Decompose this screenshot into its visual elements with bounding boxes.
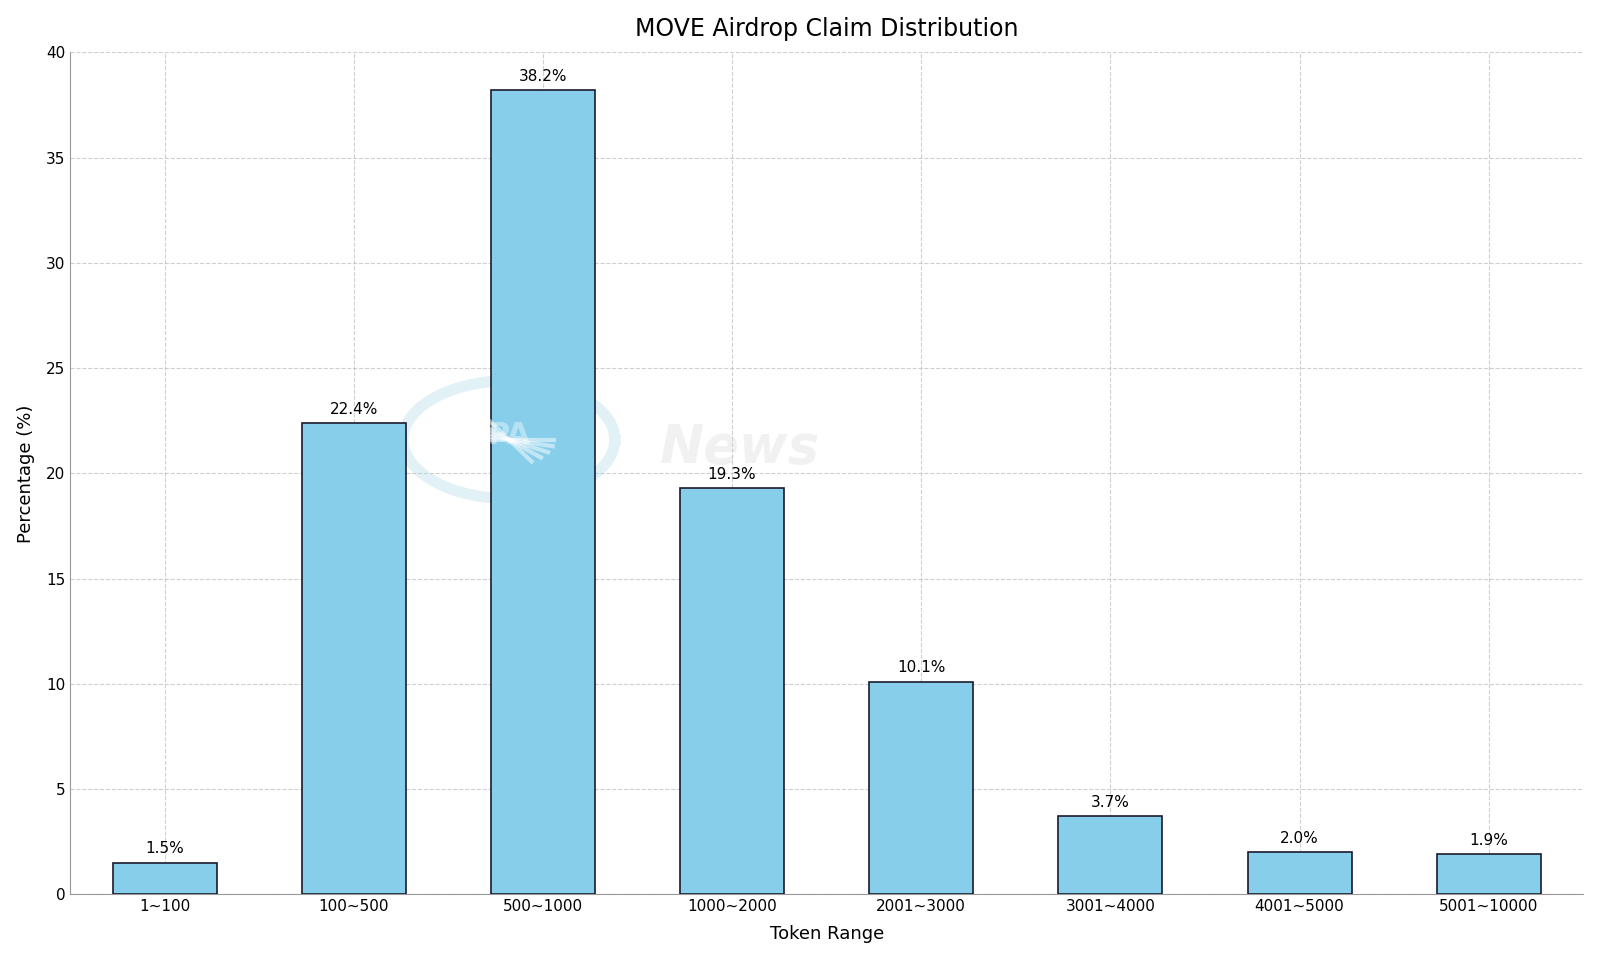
Bar [112,863,216,895]
Title: MOVE Airdrop Claim Distribution: MOVE Airdrop Claim Distribution [635,16,1019,40]
Bar [869,682,973,895]
X-axis label: Token Range: Token Range [770,925,883,944]
Text: 10.1%: 10.1% [898,660,946,676]
Bar [302,422,406,895]
Text: 38.2%: 38.2% [518,69,566,84]
Text: 22.4%: 22.4% [330,401,378,417]
Text: 19.3%: 19.3% [707,467,757,482]
Text: PA: PA [488,420,531,450]
Text: News: News [661,422,821,474]
Text: 1.9%: 1.9% [1469,833,1509,848]
Bar [680,488,784,895]
Text: 2.0%: 2.0% [1280,831,1318,846]
Bar [1248,852,1352,895]
Y-axis label: Percentage (%): Percentage (%) [16,404,35,542]
Text: 1.5%: 1.5% [146,842,184,856]
Bar [1059,816,1163,895]
Bar [491,90,595,895]
Text: 3.7%: 3.7% [1091,795,1130,810]
Bar [1437,854,1541,895]
